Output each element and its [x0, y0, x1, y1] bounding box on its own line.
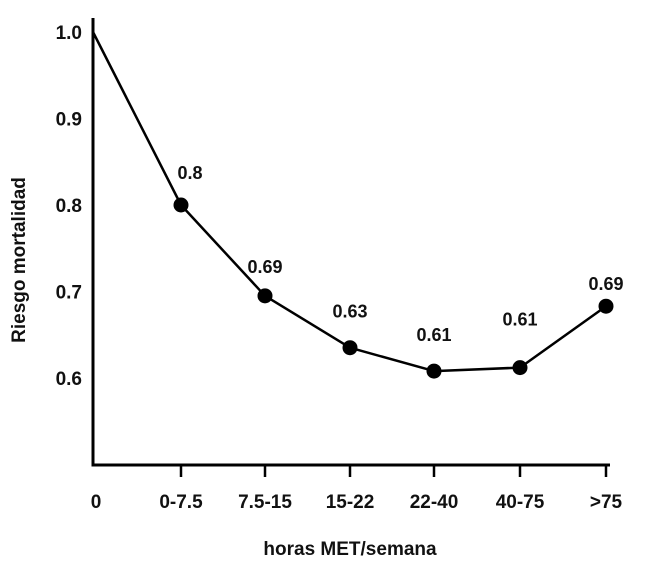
x-tick-label: 22-40 — [410, 492, 459, 513]
x-tick-label: 0-7.5 — [159, 492, 203, 513]
data-point — [426, 363, 442, 379]
data-label: 0.63 — [332, 302, 367, 322]
x-tick-label: 0 — [91, 492, 102, 513]
data-point — [598, 298, 614, 314]
data-label: 0.61 — [416, 325, 451, 345]
data-point — [173, 197, 189, 213]
x-tick-label: 15-22 — [326, 492, 375, 513]
y-tick-label: 0.9 — [56, 110, 82, 131]
y-tick-label: 0.6 — [56, 369, 82, 390]
x-tick-label: >75 — [590, 492, 623, 513]
y-axis-title: Riesgo mortalidad — [9, 177, 30, 343]
data-labels: 0.8 0.69 0.63 0.61 0.61 0.69 — [177, 163, 623, 345]
y-tick-label: 0.7 — [56, 283, 82, 304]
data-label: 0.61 — [502, 310, 537, 330]
x-axis-title: horas MET/semana — [263, 539, 437, 560]
x-tick-label: 40-75 — [496, 492, 545, 513]
y-tick-label: 1.0 — [56, 23, 82, 44]
data-point — [512, 360, 528, 376]
data-points — [173, 197, 614, 379]
data-label: 0.69 — [247, 257, 282, 277]
axes — [91, 18, 610, 467]
data-point — [342, 340, 358, 356]
y-tick-label: 0.8 — [56, 196, 82, 217]
x-tick-label: 7.5-15 — [238, 492, 292, 513]
data-label: 0.69 — [588, 274, 623, 294]
y-axis-ticks: 1.0 0.9 0.8 0.7 0.6 — [56, 23, 82, 390]
data-label: 0.8 — [177, 163, 202, 183]
x-axis-ticks: 0 0-7.5 7.5-15 15-22 22-40 40-75 >75 — [91, 465, 623, 513]
data-point — [257, 288, 273, 304]
